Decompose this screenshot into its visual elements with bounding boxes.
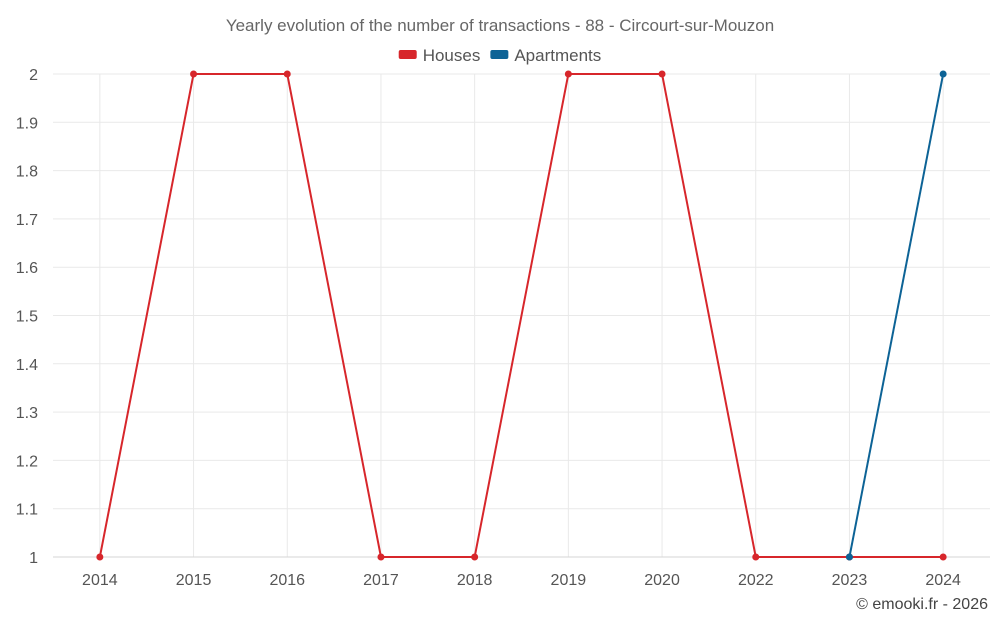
x-axis: 2014 2015 2016 2017 2018 2019 2020 2022 2023 2024: [53, 556, 990, 589]
legend-swatch: [490, 50, 509, 59]
series-line: [848, 73, 945, 558]
y-tick-label: 2: [29, 67, 38, 84]
data-point[interactable]: [564, 70, 572, 78]
series-apartments: [845, 70, 947, 561]
data-point[interactable]: [96, 553, 104, 561]
series-line: [98, 73, 944, 558]
y-tick-label: 1.3: [16, 405, 38, 422]
legend-swatch: [398, 50, 417, 59]
data-point[interactable]: [752, 553, 760, 561]
legend-item-apartments[interactable]: Apartments: [490, 46, 601, 65]
data-point[interactable]: [939, 70, 947, 78]
x-tick-label: 2018: [457, 572, 493, 589]
credit-text: © emooki.fr - 2026: [856, 596, 988, 613]
y-tick-label: 1.7: [16, 212, 38, 229]
y-tick-label: 1.8: [16, 164, 38, 181]
x-tick-label: 2019: [551, 572, 587, 589]
series: [96, 70, 947, 561]
data-point[interactable]: [190, 70, 198, 78]
y-tick-label: 1.1: [16, 502, 38, 519]
y-tick-label: 1: [29, 550, 38, 567]
data-point[interactable]: [939, 553, 947, 561]
y-tick-label: 1.2: [16, 453, 38, 470]
x-tick-label: 2024: [925, 572, 961, 589]
y-tick-label: 1.6: [16, 260, 38, 277]
x-tick-label: 2020: [644, 572, 680, 589]
x-tick-label: 2023: [832, 572, 868, 589]
legend-label: Houses: [423, 46, 481, 65]
data-point[interactable]: [845, 553, 853, 561]
data-point[interactable]: [377, 553, 385, 561]
x-tick-label: 2022: [738, 572, 774, 589]
x-tick-label: 2017: [363, 572, 399, 589]
data-point[interactable]: [471, 553, 479, 561]
legend-label: Apartments: [514, 46, 601, 65]
legend: Houses Apartments: [398, 46, 601, 65]
y-axis: 1 1.1 1.2 1.3 1.4 1.5 1.6 1.7 1.8 1.9 2: [16, 67, 38, 567]
data-point[interactable]: [658, 70, 666, 78]
data-point[interactable]: [283, 70, 291, 78]
y-tick-label: 1.4: [16, 357, 38, 374]
chart-title: Yearly evolution of the number of transa…: [226, 16, 774, 35]
x-tick-label: 2015: [176, 572, 212, 589]
y-tick-label: 1.9: [16, 115, 38, 132]
y-tick-label: 1.5: [16, 309, 38, 326]
x-tick-label: 2016: [269, 572, 305, 589]
legend-item-houses[interactable]: Houses: [398, 46, 481, 65]
x-tick-label: 2014: [82, 572, 118, 589]
